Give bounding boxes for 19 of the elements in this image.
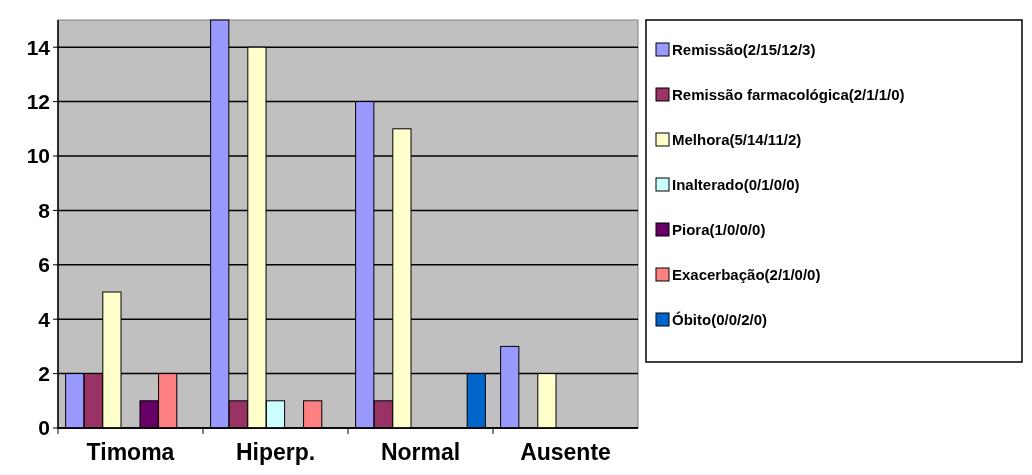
legend-label: Inalterado(0/1/0/0) <box>672 176 800 194</box>
x-tick-label: Ausente <box>520 439 611 465</box>
legend-label: Exacerbação(2/1/0/0) <box>672 266 821 284</box>
legend-label: Melhora(5/14/11/2) <box>672 131 802 149</box>
y-tick-label: 0 <box>38 416 50 440</box>
legend-label: Piora(1/0/0/0) <box>672 221 766 239</box>
y-tick-label: 14 <box>26 35 51 59</box>
x-tick-label: Timoma <box>86 439 175 465</box>
y-tick-label: 2 <box>38 361 50 385</box>
x-tick-label: Hiperp. <box>235 439 316 465</box>
y-tick-label: 8 <box>38 198 51 222</box>
y-tick-label: 4 <box>38 307 51 331</box>
y-tick-label: 10 <box>26 144 50 168</box>
y-tick-label: 6 <box>38 253 50 277</box>
legend-label: Óbito(0/0/2/0) <box>672 311 768 329</box>
y-tick-label: 12 <box>26 89 50 113</box>
legend-label: Remissão farmacológica(2/1/1/0) <box>672 86 905 104</box>
legend-label: Remissão(2/15/12/3) <box>672 41 816 59</box>
x-tick-label: Normal <box>380 439 461 465</box>
